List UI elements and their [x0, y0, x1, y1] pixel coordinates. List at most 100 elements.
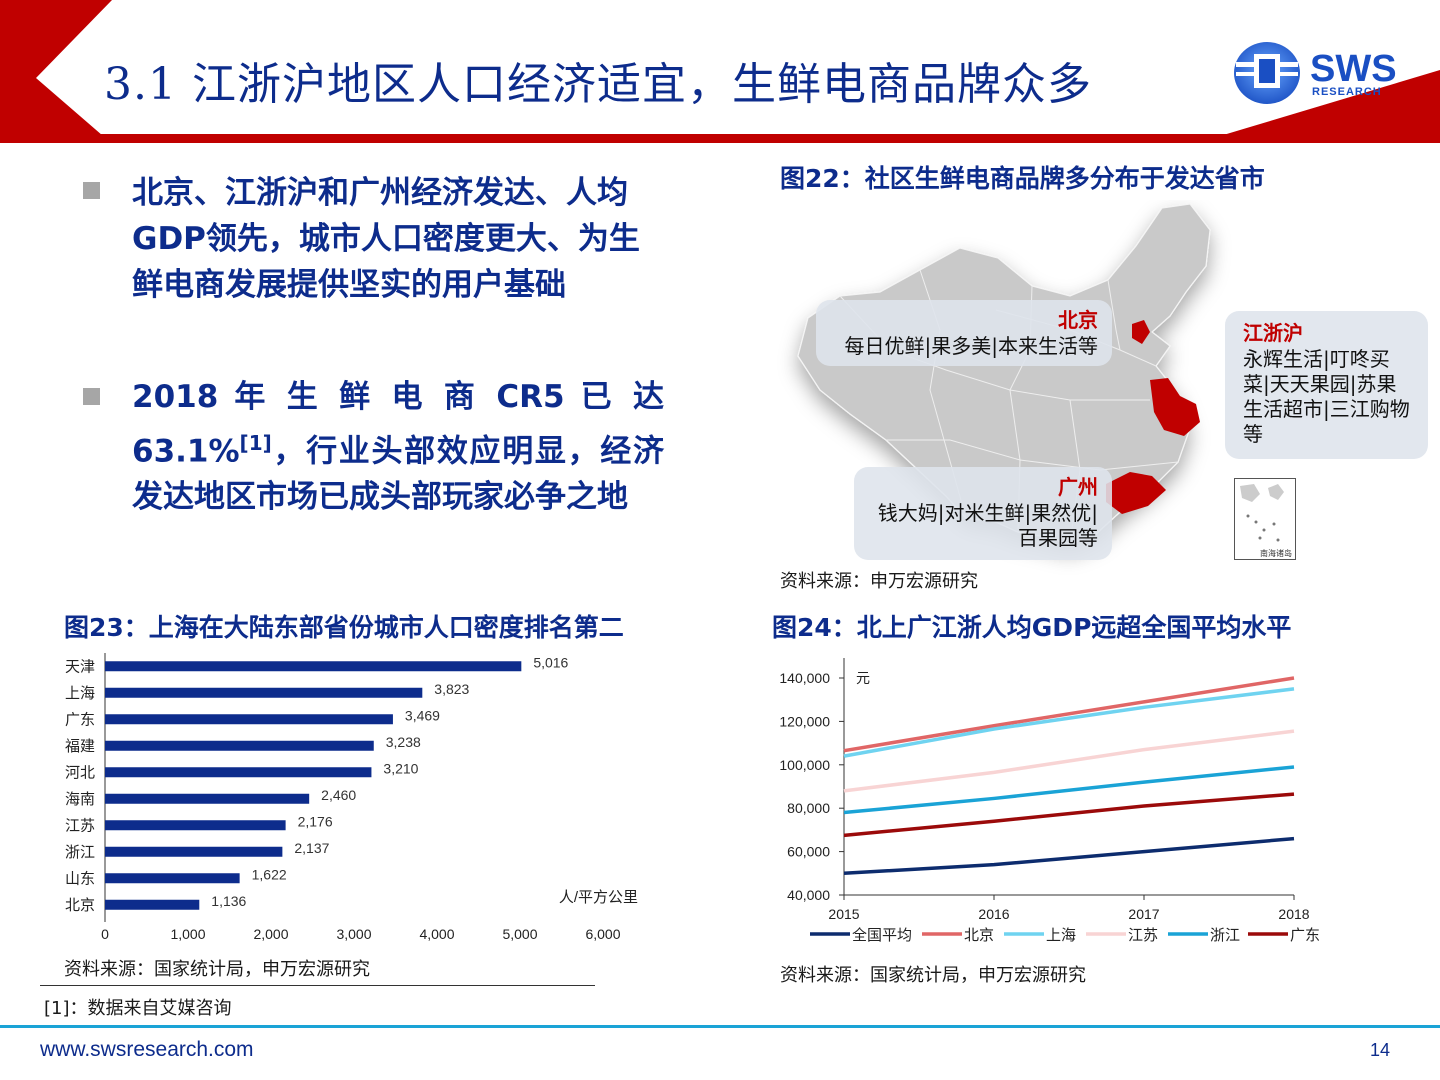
y-tick-label: 40,000	[787, 887, 830, 903]
x-tick-label: 0	[101, 926, 109, 942]
header-decoration	[0, 0, 1440, 143]
logo-text: SWS	[1310, 48, 1397, 90]
guangdong-highlight	[1106, 472, 1166, 514]
category-label: 海南	[65, 791, 95, 808]
series-line-1	[843, 836, 1295, 876]
callout-region: 江浙沪	[1243, 321, 1303, 345]
fig24-title: 图24：北上广江浙人均GDP远超全国平均水平	[772, 613, 1292, 642]
unit-label: 元	[856, 670, 870, 686]
bar	[105, 714, 393, 725]
callout-text: 钱大妈|对米生鲜|果然优|百果园等	[877, 501, 1098, 550]
legend-label: 全国平均	[852, 926, 912, 944]
footnote: [1]：数据来自艾媒咨询	[44, 998, 232, 1019]
bar-value-label: 2,137	[294, 840, 329, 856]
bar-value-label: 3,238	[386, 734, 421, 750]
bullet-2-text-rest: ，行业头部效应明显，经济发达地区市场已成头部玩家必争之地	[132, 433, 664, 516]
series-line-3	[843, 687, 1295, 758]
page-title: 3.1 江浙沪地区人口经济适宜，生鲜电商品牌众多	[104, 59, 1092, 110]
legend-label: 广东	[1290, 927, 1320, 944]
series-line-4	[843, 729, 1295, 793]
bar	[105, 820, 286, 831]
bar-value-label: 3,210	[383, 760, 418, 776]
callout-region: 北京	[1058, 308, 1098, 332]
fig23-source: 资料来源：国家统计局，申万宏源研究	[64, 959, 370, 980]
fig23-title: 图23：上海在大陆东部省份城市人口密度排名第二	[64, 613, 624, 642]
bar-value-label: 5,016	[533, 654, 568, 670]
footnote-divider	[40, 985, 595, 986]
legend-label: 上海	[1046, 927, 1076, 944]
callout-text: 每日优鲜|果多美|本来生活等	[844, 334, 1098, 358]
header-red-wedge	[1200, 70, 1440, 142]
x-tick-label: 2015	[828, 906, 859, 922]
x-tick-label: 2017	[1128, 906, 1159, 922]
header-red-rule	[0, 134, 1440, 143]
bar	[105, 873, 240, 884]
y-tick-label: 120,000	[779, 713, 830, 729]
bar-value-label: 2,176	[298, 813, 333, 829]
fig24-source: 资料来源：国家统计局，申万宏源研究	[780, 965, 1086, 986]
category-label: 广东	[65, 711, 95, 728]
x-tick-label: 6,000	[585, 926, 620, 942]
category-label: 福建	[65, 738, 95, 755]
series-line-2	[843, 676, 1295, 753]
series-line-5	[843, 765, 1295, 815]
bullet-2: 2018 年 生 鲜 电 商 CR5 已 达 63.1%[1]，行业头部效应明显…	[132, 374, 664, 520]
category-label: 浙江	[65, 844, 95, 861]
callout-jiangzhehu: 江浙沪 永辉生活|叮咚买菜|天天果园|苏果生活超市|三江购物等	[1225, 311, 1428, 459]
callout-region: 广州	[1058, 475, 1098, 499]
bar-value-label: 1,136	[211, 893, 246, 909]
bar	[105, 793, 310, 804]
x-tick-label: 4,000	[419, 926, 454, 942]
y-tick-label: 60,000	[787, 844, 830, 860]
bar	[105, 687, 423, 698]
x-tick-label: 2016	[978, 906, 1009, 922]
inset-label: 南海诸岛	[1260, 548, 1292, 558]
bar	[105, 740, 374, 751]
south-sea-inset: 南海诸岛	[1234, 478, 1296, 560]
x-tick-label: 3,000	[336, 926, 371, 942]
y-tick-label: 140,000	[779, 670, 830, 686]
beijing-highlight	[1132, 320, 1150, 344]
footnote-ref: [1]	[239, 431, 272, 455]
bar	[105, 846, 283, 857]
fig24-line-chart: 40,000 60,000 80,000 100,000 120,000 140,000 2…	[779, 658, 1320, 944]
footer-url-link[interactable]: www.swsresearch.com	[40, 1038, 254, 1061]
legend-label: 浙江	[1210, 927, 1240, 944]
bullet-2-text: 2018 年 生 鲜 电 商 CR5 已 达 63.1%	[132, 379, 664, 470]
logo-subtext: RESEARCH	[1312, 86, 1382, 98]
bar-value-label: 2,460	[321, 787, 356, 803]
legend-label: 北京	[964, 927, 994, 944]
y-tick-label: 80,000	[787, 800, 830, 816]
bar	[105, 661, 522, 672]
legend-label: 江苏	[1128, 927, 1158, 944]
x-tick-label: 2018	[1278, 906, 1309, 922]
category-label: 山东	[65, 870, 95, 887]
fig23-bar-chart: 天津 5,016 上海 3,823 广东 3,469 福建 3,238 河北 3,210 海南 2,4…	[65, 653, 638, 942]
x-tick-label: 2,000	[253, 926, 288, 942]
footer-rule	[0, 1025, 1440, 1028]
bar	[105, 767, 372, 778]
bar-value-label: 3,823	[434, 681, 469, 697]
header-red-chevron	[0, 0, 112, 142]
bullet-square-icon	[83, 182, 100, 199]
callout-text: 永辉生活|叮咚买菜|天天果园|苏果生活超市|三江购物等	[1243, 347, 1410, 446]
bullet-square-icon	[83, 388, 100, 405]
bar-value-label: 3,469	[405, 707, 440, 723]
category-label: 北京	[65, 897, 95, 914]
category-label: 河北	[65, 764, 95, 781]
callout-beijing: 北京 每日优鲜|果多美|本来生活等	[816, 300, 1112, 366]
bar-value-label: 1,622	[252, 866, 287, 882]
category-label: 天津	[65, 658, 95, 675]
x-tick-label: 1,000	[170, 926, 205, 942]
callout-guangzhou: 广州 钱大妈|对米生鲜|果然优|百果园等	[854, 467, 1112, 560]
unit-label: 人/平方公里	[559, 889, 638, 906]
series-line-6	[843, 792, 1295, 838]
jiangzhehu-highlight	[1150, 378, 1200, 436]
page-number: 14	[1370, 1040, 1391, 1060]
sws-logo-icon	[1234, 42, 1300, 104]
bullet-1: 北京、江浙沪和广州经济发达、人均GDP领先，城市人口密度更大、为生鲜电商发展提供…	[132, 175, 640, 303]
category-label: 江苏	[65, 817, 95, 834]
y-tick-label: 100,000	[779, 757, 830, 773]
category-label: 上海	[65, 685, 95, 702]
fig22-title: 图22：社区生鲜电商品牌多分布于发达省市	[780, 164, 1265, 193]
